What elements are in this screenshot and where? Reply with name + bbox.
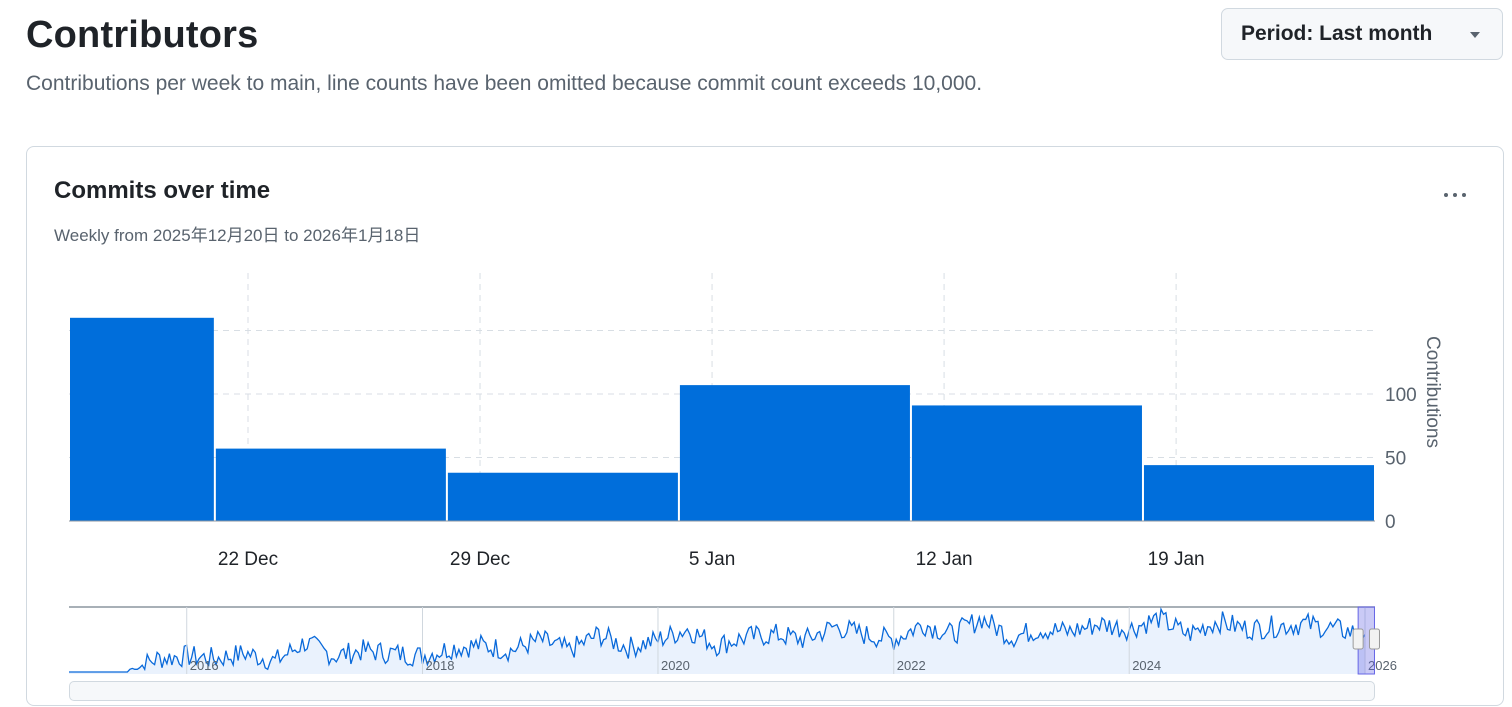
kebab-horizontal-icon[interactable]	[1433, 185, 1477, 205]
bar	[447, 472, 678, 521]
triangle-down-icon	[1470, 32, 1480, 38]
x-tick-label: 12 Jan	[916, 549, 973, 570]
y-axis-label: Contributions	[1422, 336, 1443, 448]
page-subtitle: Contributions per week to main, line cou…	[26, 72, 983, 95]
navigator-year-label: 2022	[897, 658, 926, 673]
y-tick-label: 100	[1385, 385, 1417, 406]
navigator-year-label: 2020	[661, 658, 690, 673]
x-tick-label: 19 Jan	[1148, 549, 1205, 570]
navigator-year-label: 2016	[190, 658, 219, 673]
bar	[70, 317, 214, 521]
x-tick-label: 29 Dec	[450, 549, 510, 570]
bar	[679, 385, 910, 521]
navigator-year-label: 2024	[1132, 658, 1161, 673]
commits-over-time-chart: 0 50 100 Contributions 22 Dec 29 Dec 5 Jan 12 J…	[69, 273, 1443, 675]
navigator-series-line	[69, 606, 1366, 673]
commits-chart-card: Commits over time Weekly from 2025年12月20…	[26, 146, 1504, 706]
bar	[1143, 465, 1374, 521]
bar	[215, 448, 446, 521]
period-dropdown-button[interactable]: Period: Last month	[1221, 8, 1503, 60]
bar	[911, 405, 1142, 521]
navigator-year-label: 2018	[426, 658, 455, 673]
y-tick-label: 0	[1385, 512, 1396, 533]
x-tick-label: 22 Dec	[218, 549, 278, 570]
chart-scrollbar[interactable]	[69, 681, 1375, 701]
x-tick-label: 5 Jan	[689, 549, 735, 570]
period-label: Period: Last month	[1241, 22, 1433, 45]
card-title: Commits over time	[54, 177, 271, 204]
page-title: Contributors	[26, 14, 259, 56]
card-subtitle: Weekly from 2025年12月20日 to 2026年1月18日	[54, 226, 421, 245]
navigator-area	[69, 609, 1366, 674]
navigator-handle[interactable]	[1352, 628, 1364, 650]
navigator-year-label: 2026	[1368, 658, 1397, 673]
y-tick-label: 50	[1385, 449, 1406, 470]
navigator-handle[interactable]	[1368, 628, 1380, 650]
